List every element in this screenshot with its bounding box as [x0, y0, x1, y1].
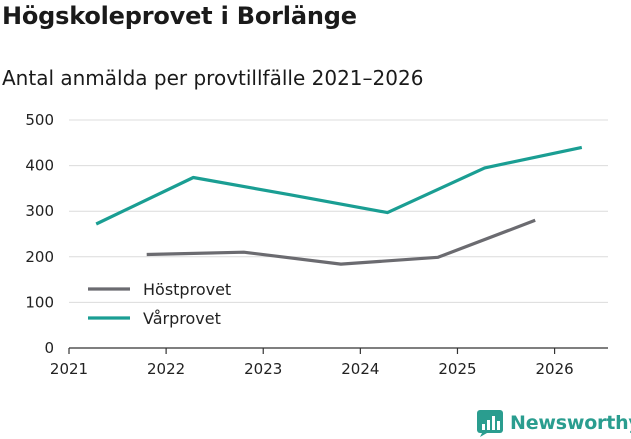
legend-label-varprovet: Vårprovet — [143, 309, 221, 328]
newsworthy-logo: Newsworthy — [476, 407, 631, 439]
y-axis-ticks: 0 100 200 300 400 500 — [25, 111, 54, 357]
chart-subtitle: Antal anmälda per provtillfälle 2021–202… — [2, 66, 424, 90]
x-tick-label-2022: 2022 — [147, 360, 185, 378]
gridlines — [69, 119, 608, 303]
series-line-hostprovet — [146, 218, 536, 266]
x-tick-label-2025: 2025 — [438, 360, 476, 378]
legend-label-hostprovet: Höstprovet — [143, 280, 231, 299]
x-tick-label-2026: 2026 — [535, 360, 573, 378]
series-line-varprovet — [95, 145, 583, 226]
y-tick-label-200: 200 — [25, 248, 54, 266]
x-axis: 2021 2022 2023 2024 2025 2026 — [50, 347, 608, 378]
x-tick-label-2024: 2024 — [341, 360, 379, 378]
series-lines — [95, 145, 583, 266]
y-tick-label-500: 500 — [25, 111, 54, 129]
y-tick-label-100: 100 — [25, 293, 54, 311]
y-tick-label-300: 300 — [25, 202, 54, 220]
x-tick-label-2023: 2023 — [244, 360, 282, 378]
y-tick-label-400: 400 — [25, 157, 54, 175]
chart-title: Högskoleprovet i Borlänge — [2, 2, 357, 30]
bar-chart-badge-icon — [477, 410, 503, 437]
x-tick-label-2021: 2021 — [50, 360, 88, 378]
legend: Höstprovet Vårprovet — [88, 280, 231, 328]
y-tick-label-0: 0 — [44, 339, 54, 357]
brand-name: Newsworthy — [510, 412, 631, 434]
